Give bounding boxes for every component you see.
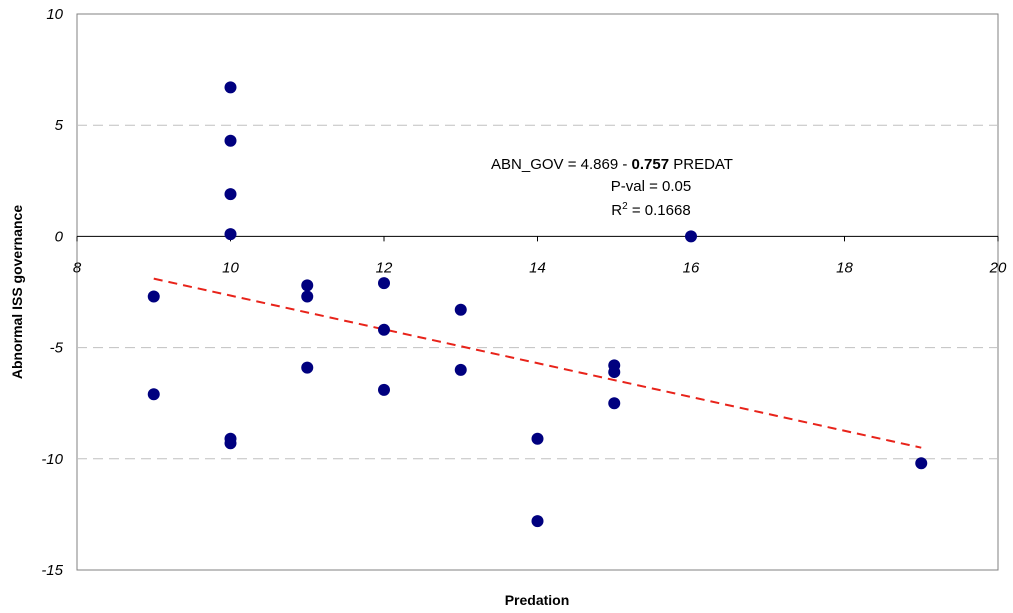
x-tick-label: 8 (73, 259, 82, 276)
data-point (378, 323, 390, 336)
data-point (301, 279, 314, 292)
p-value-label: P-val = 0.05 (611, 178, 691, 195)
y-tick-label: 0 (55, 228, 64, 245)
data-point (531, 432, 544, 445)
gridlines (77, 124, 998, 460)
regression-equation: ABN_GOV = 4.869 - 0.757 PREDAT (491, 156, 733, 173)
x-tick-label: 14 (529, 259, 546, 276)
y-tick-label: -10 (41, 451, 63, 468)
data-point (224, 134, 237, 147)
y-tick-labels: 10 5 0 -5 -10 -15 (41, 6, 63, 579)
data-point (531, 515, 544, 528)
data-points (147, 81, 928, 528)
r-squared-label: R2 = 0.1668 (611, 201, 690, 219)
plot-frame (76, 13, 999, 571)
trendline (153, 277, 922, 449)
y-tick-label: -5 (50, 340, 64, 357)
data-point (454, 303, 467, 316)
data-point (147, 290, 160, 303)
data-point (301, 290, 314, 303)
data-point (224, 188, 237, 201)
y-tick-label: -15 (41, 562, 63, 579)
data-point (915, 457, 928, 470)
data-point (608, 397, 621, 410)
data-point (454, 363, 467, 376)
x-tick-labels: 8 10 12 14 16 18 20 (73, 236, 1007, 276)
x-tick-label: 10 (222, 259, 239, 276)
data-point (378, 383, 390, 396)
data-point (224, 81, 237, 94)
y-tick-label: 10 (46, 6, 63, 23)
data-point (685, 230, 697, 243)
x-tick-label: 20 (989, 259, 1007, 276)
x-tick-label: 12 (376, 259, 393, 276)
data-point (301, 361, 314, 374)
y-axis-title: Abnormal ISS governance (9, 205, 25, 379)
y-tick-label: 5 (55, 117, 64, 134)
data-point (608, 366, 621, 379)
x-tick-label: 18 (836, 259, 853, 276)
x-tick-label: 16 (683, 259, 700, 276)
data-point (224, 437, 237, 450)
x-axis-title: Predation (505, 592, 570, 608)
data-point (224, 228, 237, 241)
data-point (147, 388, 160, 401)
data-point (378, 277, 390, 290)
